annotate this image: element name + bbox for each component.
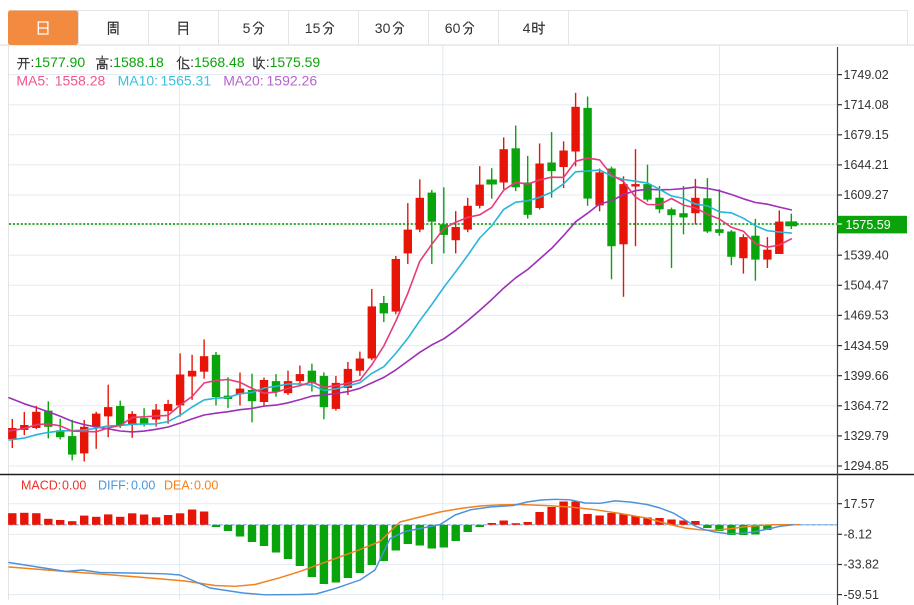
svg-text:1434.59: 1434.59 bbox=[844, 339, 889, 353]
svg-text:DIFF:: DIFF: bbox=[98, 479, 129, 493]
svg-text:-59.51: -59.51 bbox=[844, 588, 879, 602]
svg-text:MA10:: MA10: bbox=[118, 73, 158, 89]
svg-text::: : bbox=[31, 54, 35, 70]
svg-text:0.00: 0.00 bbox=[62, 479, 86, 493]
svg-text:0.00: 0.00 bbox=[194, 479, 218, 493]
svg-text:1558.28: 1558.28 bbox=[55, 73, 106, 89]
svg-text:1749.02: 1749.02 bbox=[844, 68, 889, 82]
svg-text:MA20:: MA20: bbox=[223, 73, 263, 89]
svg-text:MACD:: MACD: bbox=[21, 479, 61, 493]
svg-text:-8.12: -8.12 bbox=[844, 528, 873, 542]
svg-text:1588.18: 1588.18 bbox=[113, 54, 164, 70]
svg-text:1577.90: 1577.90 bbox=[35, 54, 86, 70]
svg-text:1609.27: 1609.27 bbox=[844, 188, 889, 202]
svg-text:60: 60 bbox=[445, 20, 461, 36]
svg-text:1294.85: 1294.85 bbox=[844, 459, 889, 473]
svg-text:1644.21: 1644.21 bbox=[844, 158, 889, 172]
svg-text:1364.72: 1364.72 bbox=[844, 399, 889, 413]
svg-text:15: 15 bbox=[305, 20, 321, 36]
svg-text:1504.47: 1504.47 bbox=[844, 279, 889, 293]
svg-text:1539.40: 1539.40 bbox=[844, 248, 889, 262]
svg-text:-33.82: -33.82 bbox=[844, 558, 879, 572]
svg-text:5: 5 bbox=[243, 20, 251, 36]
svg-text:0.00: 0.00 bbox=[131, 479, 155, 493]
svg-text:1575.59: 1575.59 bbox=[846, 218, 891, 232]
svg-text:1568.48: 1568.48 bbox=[194, 54, 245, 70]
svg-text:1592.26: 1592.26 bbox=[267, 73, 318, 89]
svg-text:1399.66: 1399.66 bbox=[844, 369, 889, 383]
svg-text:17.57: 17.57 bbox=[844, 497, 875, 511]
svg-text:1679.15: 1679.15 bbox=[844, 128, 889, 142]
svg-text:DEA:: DEA: bbox=[164, 479, 193, 493]
svg-text:1565.31: 1565.31 bbox=[161, 73, 212, 89]
svg-text:1575.59: 1575.59 bbox=[270, 54, 321, 70]
svg-text:MA5:: MA5: bbox=[16, 73, 49, 89]
svg-text:1329.79: 1329.79 bbox=[844, 429, 889, 443]
svg-text::: : bbox=[266, 54, 270, 70]
svg-text:4: 4 bbox=[523, 20, 531, 36]
svg-text:1469.53: 1469.53 bbox=[844, 309, 889, 323]
svg-text::: : bbox=[190, 54, 194, 70]
svg-text::: : bbox=[109, 54, 113, 70]
svg-text:1714.08: 1714.08 bbox=[844, 98, 889, 112]
svg-text:30: 30 bbox=[375, 20, 391, 36]
